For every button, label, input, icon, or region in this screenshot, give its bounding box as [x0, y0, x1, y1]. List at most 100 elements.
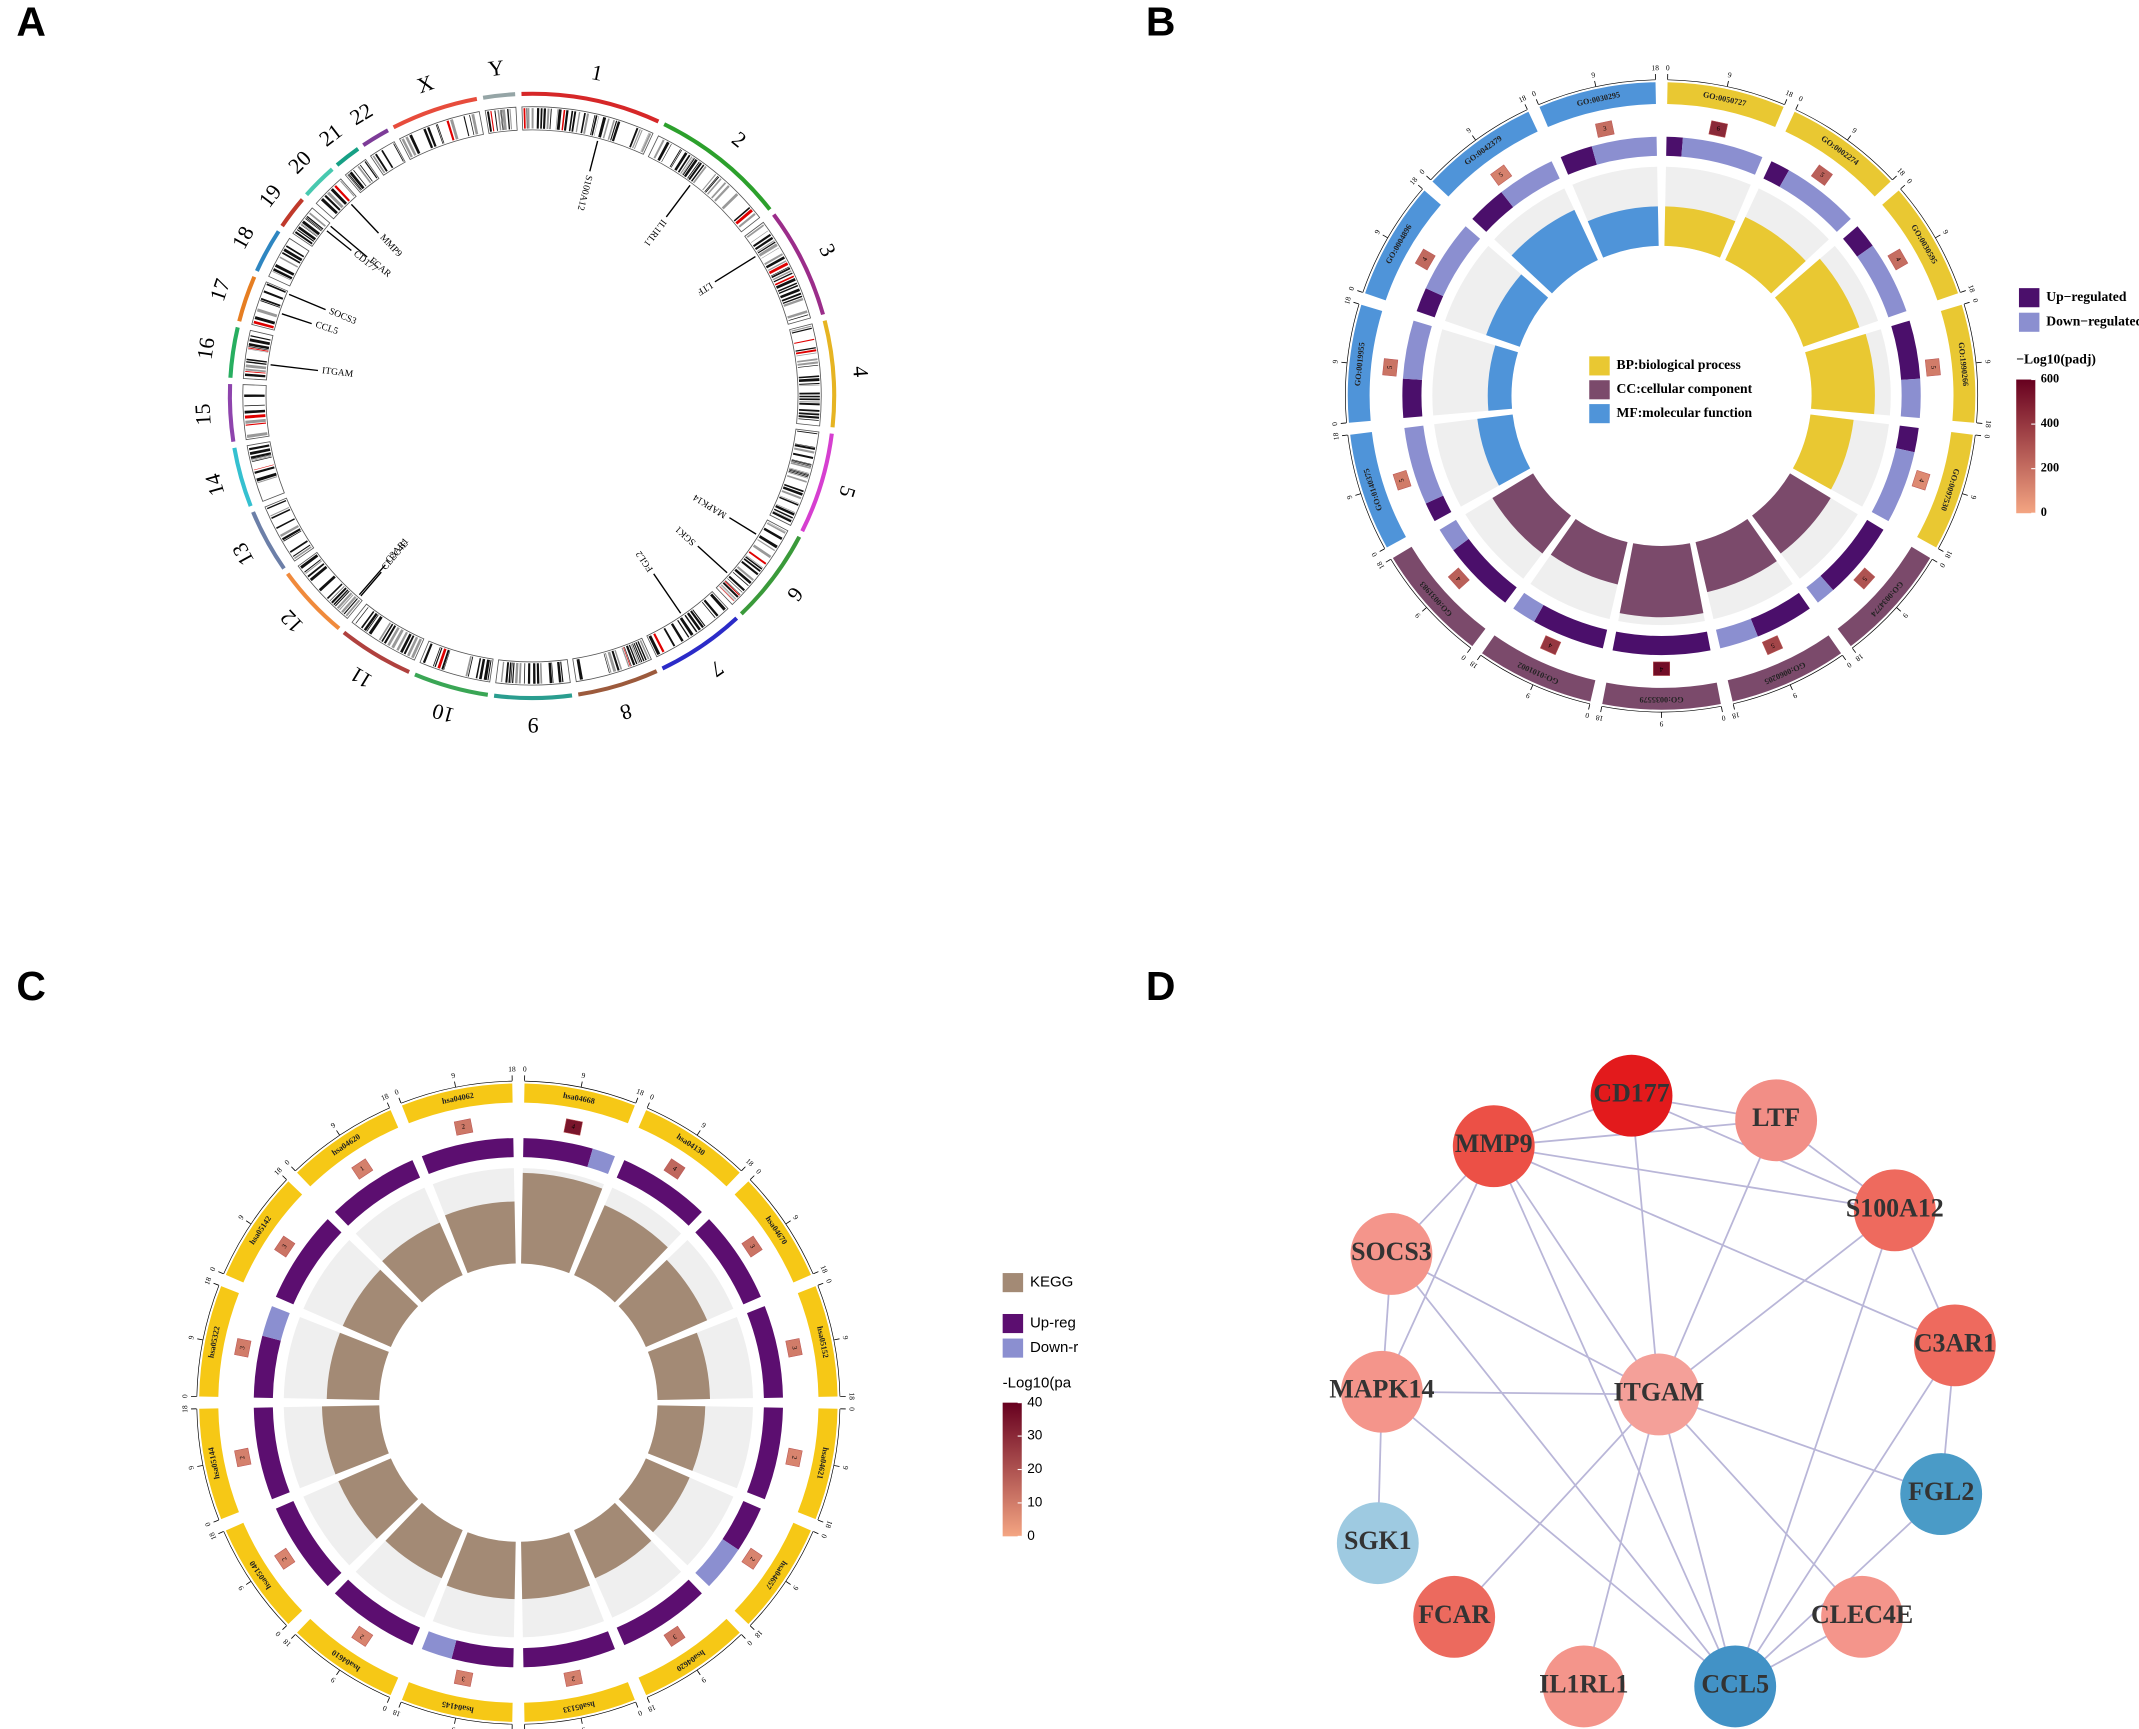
band [292, 544, 311, 557]
band [271, 508, 291, 520]
padj-square [1887, 248, 1909, 271]
padj-square [453, 1118, 474, 1136]
up-segment [1534, 604, 1608, 649]
scale-tick-label: 0 [1982, 434, 1991, 439]
count-label: 2 [281, 1555, 289, 1562]
band [735, 209, 753, 225]
count-label: 3 [239, 1345, 247, 1350]
edge [1582, 1394, 1660, 1687]
chromosome-arc [305, 167, 334, 197]
band [798, 378, 820, 383]
bar [1492, 473, 1572, 554]
band [795, 443, 816, 448]
sector-band [734, 1181, 811, 1283]
scale-tick-label: 0 [273, 1629, 282, 1638]
count-label: 1 [359, 1165, 366, 1173]
band [669, 149, 681, 168]
panel-label: A [16, 0, 46, 45]
padj-square [1392, 469, 1412, 491]
chromosome-label: 12 [276, 605, 308, 637]
sector-band [1917, 431, 1973, 548]
band [272, 268, 293, 280]
gene-line [729, 517, 757, 535]
band [539, 663, 543, 684]
scale-tick-label: 0 [283, 1158, 292, 1167]
scale-tick-label: 9 [186, 1335, 196, 1341]
up-segment [616, 1160, 702, 1226]
scale-tick-label: 0 [1721, 713, 1727, 723]
band [387, 627, 400, 647]
band [706, 178, 722, 195]
scale-tick [1382, 234, 1388, 239]
band [798, 418, 819, 421]
up-segment [1891, 320, 1921, 380]
band [799, 382, 820, 385]
bar [385, 1502, 463, 1579]
scale-tick-label: 9 [1330, 359, 1339, 364]
chromosome-arc [739, 535, 802, 616]
band [294, 546, 312, 560]
padj-square [1810, 164, 1833, 186]
sector-band [1667, 82, 1784, 127]
scale-tick-label: 0 [754, 1167, 763, 1176]
band [794, 444, 816, 451]
sector-band [1837, 546, 1931, 647]
band [374, 153, 388, 172]
colorbar-tick-label: 10 [1027, 1495, 1043, 1510]
band [756, 240, 775, 252]
band [767, 521, 786, 532]
band [306, 215, 324, 230]
band [305, 218, 322, 232]
scale-tick [785, 1220, 791, 1225]
chromosome-arc [362, 128, 389, 147]
scale-tick [1732, 704, 1735, 710]
count-label: 4 [1547, 641, 1554, 649]
band [795, 347, 816, 352]
scale-tick-label: 0 [523, 1065, 527, 1074]
band [427, 127, 437, 147]
scale-arc [1601, 706, 1722, 713]
scale-tick [291, 1166, 296, 1171]
band [245, 371, 266, 374]
colorbar-title: −Log10(padj) [2016, 352, 2096, 368]
panel-label: B [1146, 0, 1176, 45]
band [798, 375, 820, 379]
colorbar [2016, 379, 2036, 514]
down-segment [421, 1631, 457, 1659]
band [364, 161, 378, 179]
band [632, 643, 641, 663]
band [711, 182, 727, 199]
gene-line [270, 364, 319, 372]
band [497, 109, 502, 131]
scale-tick [1357, 290, 1363, 293]
up-segment [1560, 146, 1597, 175]
band [500, 109, 504, 131]
up-segment [746, 1407, 783, 1500]
scale-tick-label: 18 [847, 1392, 856, 1400]
band [641, 133, 652, 153]
scale-tick-label: 18 [1375, 560, 1387, 571]
band [343, 598, 358, 615]
band [701, 601, 716, 619]
band [607, 119, 616, 140]
scale-tick-label: 18 [744, 1156, 756, 1168]
padj-square [274, 1547, 296, 1570]
count-label: 5 [1929, 365, 1936, 370]
band [300, 554, 319, 569]
bar [1725, 217, 1806, 294]
band [526, 108, 528, 129]
scale-tick [696, 1130, 701, 1136]
count-label: 3 [748, 1243, 756, 1250]
chromosome-label: 22 [346, 98, 377, 130]
gene-label: MAPK14 [691, 492, 729, 521]
band [778, 284, 799, 295]
band [409, 134, 421, 155]
band [746, 555, 764, 569]
band [637, 641, 647, 661]
bar [326, 1332, 389, 1400]
padj-square [1924, 358, 1941, 377]
scale-tick-label: 18 [180, 1405, 189, 1413]
band [381, 149, 394, 169]
scale-tick [213, 1282, 219, 1286]
band [360, 610, 375, 629]
